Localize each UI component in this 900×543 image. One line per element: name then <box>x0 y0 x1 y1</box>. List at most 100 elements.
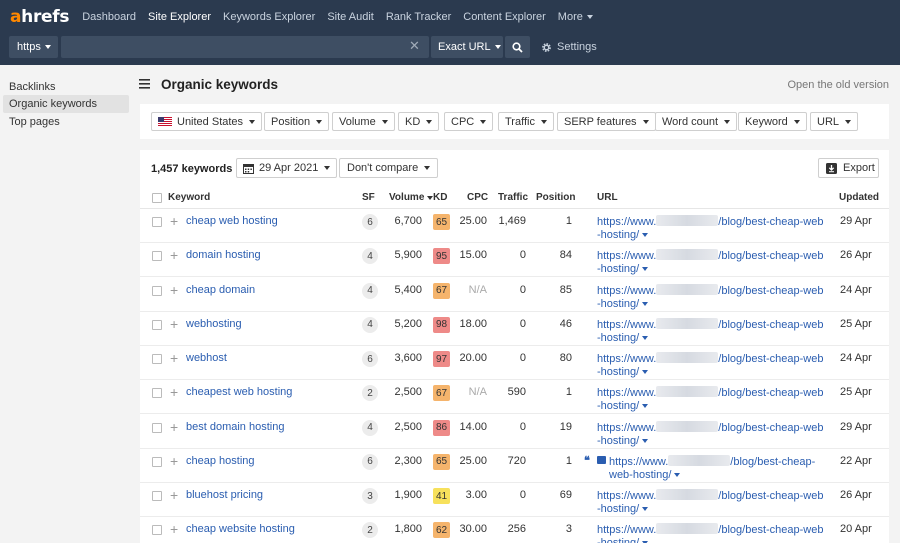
serp-features-count[interactable]: 6 <box>362 214 378 230</box>
search-mode-select[interactable]: Exact URL <box>431 36 503 58</box>
row-checkbox[interactable] <box>152 285 162 296</box>
nav-content-explorer[interactable]: Content Explorer <box>463 10 546 23</box>
nav-site-audit[interactable]: Site Audit <box>327 10 374 23</box>
ahrefs-logo[interactable]: ahrefs <box>10 6 70 27</box>
keyword-link[interactable]: cheap hosting <box>186 454 255 467</box>
add-keyword-icon[interactable]: + <box>170 418 179 435</box>
filter-url[interactable]: URL <box>810 112 859 131</box>
hamburger-menu-icon[interactable] <box>139 79 151 89</box>
filter-kd[interactable]: KD <box>398 112 440 131</box>
keyword-link[interactable]: cheapest web hosting <box>186 386 293 399</box>
row-checkbox[interactable] <box>152 456 162 467</box>
old-version-link[interactable]: Open the old version <box>787 79 889 91</box>
serp-features-count[interactable]: 4 <box>362 248 378 265</box>
keyword-link[interactable]: best domain hosting <box>186 420 285 433</box>
add-keyword-icon[interactable]: + <box>170 281 179 298</box>
row-checkbox[interactable] <box>152 525 162 536</box>
nav-rank-tracker[interactable]: Rank Tracker <box>385 10 452 23</box>
col-header-kd[interactable]: KD <box>433 192 448 203</box>
keyword-link[interactable]: domain hosting <box>186 249 261 262</box>
chevron-down-icon[interactable] <box>674 472 681 477</box>
add-keyword-icon[interactable]: + <box>170 487 179 503</box>
url-link[interactable]: https://www./blog/best-cheap-web-hosting… <box>597 420 824 447</box>
filter-volume[interactable]: Volume <box>332 112 395 131</box>
nav-more[interactable]: More <box>557 10 583 23</box>
search-button[interactable] <box>505 36 530 58</box>
row-checkbox[interactable] <box>152 319 162 330</box>
serp-features-count[interactable]: 2 <box>362 522 378 539</box>
keyword-link[interactable]: cheap website hosting <box>186 523 295 536</box>
url-link[interactable]: https://www./blog/best-cheap-web-hosting… <box>597 523 832 543</box>
sidebar-item-top-pages[interactable]: Top pages <box>9 116 60 128</box>
col-header-keyword[interactable]: Keyword <box>168 192 211 203</box>
chevron-down-icon[interactable] <box>642 267 649 272</box>
col-header-position[interactable]: Position <box>536 192 576 203</box>
filter-united-states[interactable]: United States <box>151 112 263 131</box>
url-link[interactable]: https://www./blog/best-cheap-web-hosting… <box>609 454 816 481</box>
date-picker[interactable]: 29 Apr 2021 <box>236 158 338 178</box>
add-keyword-icon[interactable]: + <box>170 315 179 332</box>
col-header-sf[interactable]: SF <box>362 192 375 203</box>
serp-features-count[interactable]: 2 <box>362 385 378 402</box>
add-keyword-icon[interactable]: + <box>170 384 179 401</box>
sidebar-item-backlinks[interactable]: Backlinks <box>9 81 56 93</box>
filter-keyword[interactable]: Keyword <box>738 112 807 131</box>
col-header-traffic[interactable]: Traffic <box>498 192 529 203</box>
add-keyword-icon[interactable]: + <box>170 350 179 366</box>
url-link[interactable]: https://www./blog/best-cheap-web-hosting… <box>597 489 824 515</box>
row-checkbox[interactable] <box>152 217 162 227</box>
serp-features-count[interactable]: 4 <box>362 316 378 333</box>
filter-serp-features[interactable]: SERP features <box>557 112 656 131</box>
add-keyword-icon[interactable]: + <box>170 247 179 264</box>
serp-features-count[interactable]: 6 <box>362 453 378 470</box>
serp-features-count[interactable]: 4 <box>362 419 378 436</box>
url-link[interactable]: https://www./blog/best-cheap-web-hosting… <box>597 283 824 310</box>
filter-word-count[interactable]: Word count <box>655 112 738 131</box>
col-header-volume[interactable]: Volume <box>389 192 434 203</box>
url-link[interactable]: https://www./blog/best-cheap-web-hosting… <box>597 386 824 413</box>
add-keyword-icon[interactable]: + <box>170 213 179 229</box>
keyword-link[interactable]: cheap web hosting <box>186 215 278 227</box>
protocol-select[interactable]: https <box>9 36 58 58</box>
nav-keywords-explorer[interactable]: Keywords Explorer <box>223 10 316 23</box>
url-link[interactable]: https://www./blog/best-cheap-web-hosting… <box>597 352 824 378</box>
nav-site-explorer[interactable]: Site Explorer <box>148 10 212 23</box>
keyword-link[interactable]: webhost <box>186 352 227 364</box>
col-header-url[interactable]: URL <box>597 192 618 203</box>
col-header-updated[interactable]: Updated <box>839 192 879 203</box>
row-checkbox[interactable] <box>152 354 162 364</box>
col-header-cpc[interactable]: CPC <box>467 192 489 203</box>
row-checkbox[interactable] <box>152 251 162 262</box>
settings-button[interactable]: Settings <box>541 41 597 53</box>
serp-features-count[interactable]: 3 <box>362 488 378 504</box>
chevron-down-icon[interactable] <box>642 233 649 237</box>
nav-dashboard[interactable]: Dashboard <box>82 10 137 23</box>
chevron-down-icon[interactable] <box>642 507 649 511</box>
clear-icon[interactable]: ✕ <box>409 38 420 53</box>
sidebar-item-organic-keywords[interactable]: Organic keywords <box>3 95 129 113</box>
row-checkbox[interactable] <box>152 422 162 433</box>
add-keyword-icon[interactable]: + <box>170 452 179 469</box>
keyword-link[interactable]: bluehost pricing <box>186 489 264 501</box>
chevron-down-icon[interactable] <box>642 541 649 543</box>
chevron-down-icon[interactable] <box>642 335 649 340</box>
chevron-down-icon[interactable] <box>642 438 649 443</box>
filter-position[interactable]: Position <box>264 112 330 131</box>
url-link[interactable]: https://www./blog/best-cheap-web-hosting… <box>597 215 824 241</box>
serp-features-count[interactable]: 4 <box>362 282 378 299</box>
compare-select[interactable]: Don't compare <box>339 158 439 178</box>
row-checkbox[interactable] <box>152 491 162 501</box>
chevron-down-icon[interactable] <box>642 370 649 374</box>
select-all-checkbox[interactable] <box>152 193 162 203</box>
serp-features-count[interactable]: 6 <box>362 351 378 367</box>
keyword-link[interactable]: webhosting <box>186 317 242 330</box>
search-input[interactable] <box>61 36 429 58</box>
filter-traffic[interactable]: Traffic <box>498 112 554 131</box>
keyword-link[interactable]: cheap domain <box>186 283 256 296</box>
url-link[interactable]: https://www./blog/best-cheap-web-hosting… <box>597 249 824 276</box>
filter-cpc[interactable]: CPC <box>444 112 494 131</box>
add-keyword-icon[interactable]: + <box>170 521 179 538</box>
url-link[interactable]: https://www./blog/best-cheap-web-hosting… <box>597 317 824 344</box>
export-button[interactable]: Export <box>818 158 879 178</box>
chevron-down-icon[interactable] <box>642 301 649 306</box>
